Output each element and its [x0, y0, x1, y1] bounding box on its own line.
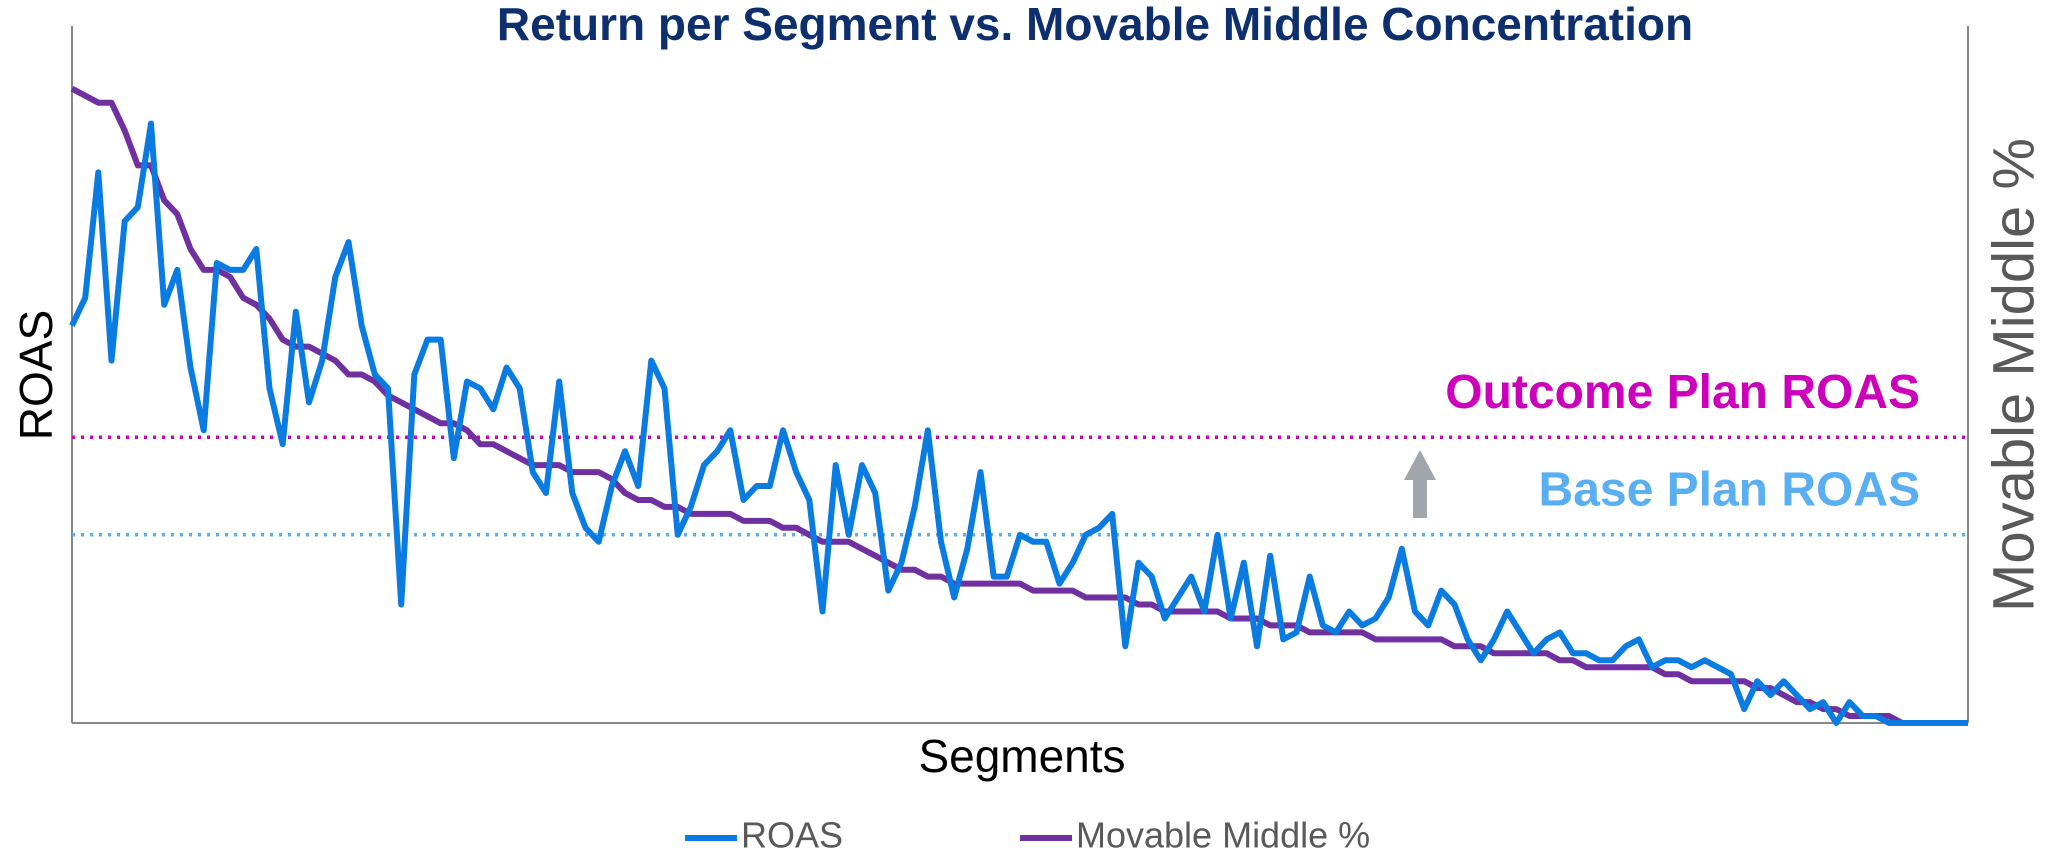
annotation-label: Base Plan ROAS — [1539, 463, 1920, 516]
series-line — [69, 120, 1968, 726]
chart-title: Return per Segment vs. Movable Middle Co… — [497, 0, 1693, 50]
y-axis-label: ROAS — [10, 310, 62, 440]
annotation-label: Outcome Plan ROAS — [1445, 366, 1920, 419]
legend-label: ROAS — [741, 815, 843, 856]
arrow — [1404, 450, 1436, 518]
legend-label: Movable Middle % — [1076, 815, 1370, 856]
y2-axis-label: Movable Middle % — [1981, 138, 2046, 612]
x-axis-label: Segments — [918, 730, 1125, 782]
